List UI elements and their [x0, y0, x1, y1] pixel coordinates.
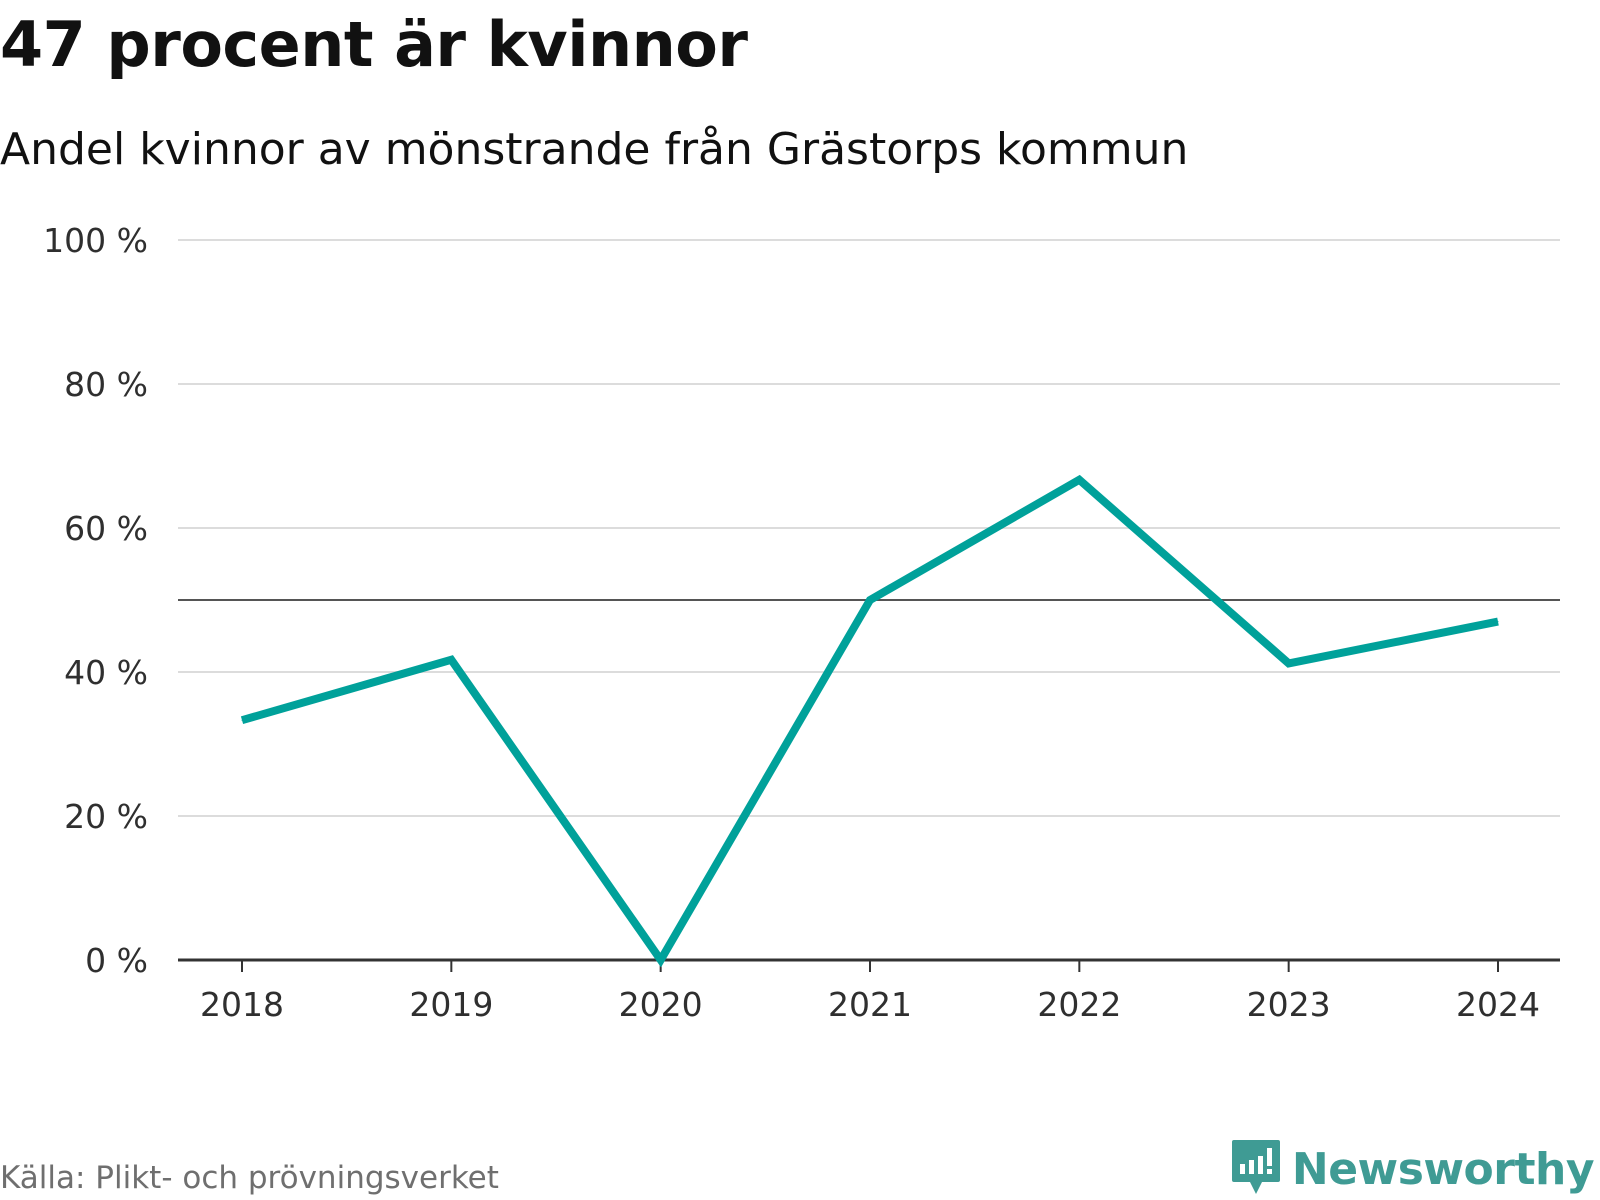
- y-tick-label: 80 %: [64, 365, 148, 404]
- axes: [178, 599, 1560, 972]
- x-tick-label: 2024: [1456, 985, 1540, 1024]
- chart-title: 47 procent är kvinnor: [0, 8, 748, 81]
- x-tick-label: 2023: [1247, 985, 1331, 1024]
- data-point: [450, 659, 452, 661]
- tick-labels: 0 % 20 % 40 % 60 % 80 % 100 % 2018 2019 2020 2021…: [43, 221, 1540, 1024]
- data-point: [1078, 479, 1080, 481]
- newsworthy-logo-icon: [1230, 1138, 1282, 1200]
- brand: Newsworthy: [1230, 1138, 1595, 1200]
- y-tick-label: 60 %: [64, 509, 148, 548]
- brand-name: Newsworthy: [1291, 1143, 1595, 1195]
- y-tick-label: 40 %: [64, 653, 148, 692]
- data-point: [660, 959, 662, 961]
- data-point: [241, 719, 243, 721]
- x-tick-label: 2020: [619, 985, 703, 1024]
- data-point: [1497, 621, 1499, 623]
- y-tick-label: 100 %: [43, 221, 148, 260]
- data-point: [869, 599, 871, 601]
- y-tick-label: 0 %: [85, 941, 148, 980]
- y-tick-label: 20 %: [64, 797, 148, 836]
- chart-subtitle: Andel kvinnor av mönstrande från Grästor…: [0, 124, 1189, 175]
- series-line: [240, 474, 1499, 968]
- x-tick-label: 2021: [828, 985, 912, 1024]
- series-layer: [240, 474, 1499, 968]
- source-note: Källa: Plikt- och prövningsverket: [0, 1160, 499, 1196]
- x-tick-label: 2019: [409, 985, 493, 1024]
- x-tick-label: 2018: [200, 985, 284, 1024]
- x-tick-label: 2022: [1037, 985, 1121, 1024]
- data-point: [1288, 662, 1290, 664]
- gridlines: [178, 239, 1560, 817]
